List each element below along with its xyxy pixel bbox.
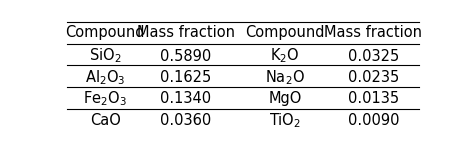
Text: SiO$_2$: SiO$_2$: [89, 47, 121, 65]
Text: K$_2$O: K$_2$O: [271, 47, 300, 65]
Text: 0.0325: 0.0325: [348, 49, 399, 63]
Text: MgO: MgO: [268, 91, 302, 106]
Text: Mass fraction: Mass fraction: [137, 25, 235, 40]
Text: Na$_2$O: Na$_2$O: [265, 68, 305, 87]
Text: 0.0360: 0.0360: [160, 113, 211, 128]
Text: 0.5890: 0.5890: [160, 49, 211, 63]
Text: Al$_2$O$_3$: Al$_2$O$_3$: [85, 68, 126, 87]
Text: Compound: Compound: [246, 25, 325, 40]
Text: 0.1625: 0.1625: [160, 70, 211, 85]
Text: 0.0090: 0.0090: [347, 113, 399, 128]
Text: 0.0235: 0.0235: [348, 70, 399, 85]
Text: Fe$_2$O$_3$: Fe$_2$O$_3$: [83, 89, 127, 108]
Text: 0.0135: 0.0135: [348, 91, 399, 106]
Text: Mass fraction: Mass fraction: [324, 25, 422, 40]
Text: TiO$_2$: TiO$_2$: [269, 112, 301, 130]
Text: Compound: Compound: [65, 25, 145, 40]
Text: CaO: CaO: [90, 113, 120, 128]
Text: 0.1340: 0.1340: [160, 91, 211, 106]
